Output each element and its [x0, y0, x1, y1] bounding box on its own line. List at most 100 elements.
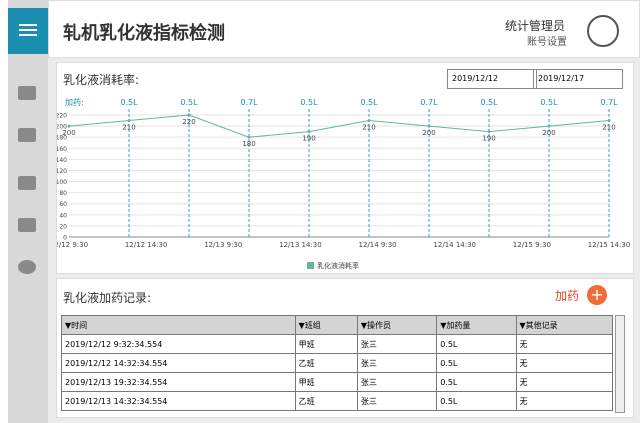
y-tick-label: 160 [57, 146, 67, 153]
dosing-amount: 0.5L [540, 98, 558, 107]
cell: 张三 [356, 391, 438, 411]
records-table-wrap: ▼时间 ▼班组 ▼操作员 ▼加药量 ▼其他记录 2019/12/12 9:32:34.55… [61, 315, 614, 411]
cell: 0.5L [436, 334, 517, 354]
value-label: 200 [542, 129, 555, 137]
value-label: 220 [182, 118, 195, 126]
y-tick-label: 100 [57, 179, 67, 186]
cell: 2019/12/12 9:32:34.554 [61, 334, 296, 354]
user-name: 统计管理员 [505, 19, 566, 33]
cell: 乙班 [294, 391, 358, 411]
dosing-amount: 0.5L [300, 98, 318, 107]
column-header: ▼加药量 [436, 315, 517, 335]
records-panel: 乳化液加药记录: 加药 + ▼时间 ▼班组 ▼操作员 ▼加药量 ▼其他记录 2019/12… [56, 278, 634, 418]
cell: 0.5L [436, 353, 517, 373]
cell: 无 [515, 391, 614, 411]
legend-swatch [307, 262, 314, 269]
cell: 2019/12/13 14:32:34.554 [61, 391, 296, 411]
point [487, 130, 491, 134]
x-tick-label: 12/13 9:30 [204, 241, 242, 249]
y-tick-label: 140 [57, 157, 67, 164]
point [67, 124, 71, 128]
dosing-amount: 0.7L [600, 98, 618, 107]
page-title: 轧机乳化液指标检测 [63, 23, 225, 44]
dosing-amount: 0.5L [360, 98, 378, 107]
cell: 无 [515, 372, 614, 392]
cell: 无 [515, 334, 614, 354]
point [247, 135, 251, 139]
record-row: 2019/12/13 19:32:34.554 甲班 张三 0.5L 无 [61, 372, 614, 392]
menu-button[interactable] [8, 8, 48, 54]
x-tick-label: 12/12 9:30 [57, 241, 88, 249]
y-tick-label: 40 [59, 212, 67, 219]
chart-panel: 乳化液消耗率: 2019/12/12 2019/12/17 0 20 40 60 80 1… [56, 62, 634, 274]
header-row: ▼时间 ▼班组 ▼操作员 ▼加药量 ▼其他记录 [61, 315, 614, 335]
point [307, 130, 311, 134]
account-link[interactable]: 账号设置 [527, 37, 567, 48]
record-row: 2019/12/12 9:32:34.554 甲班 张三 0.5L 无 [61, 334, 614, 354]
dosing-amount: 0.5L [480, 98, 498, 107]
value-label: 210 [362, 124, 375, 132]
cell: 甲班 [294, 372, 358, 392]
x-tick-label: 12/13 14:30 [279, 241, 322, 249]
dosing-amount: 0.7L [240, 98, 258, 107]
point [127, 119, 131, 123]
series-line [68, 114, 610, 138]
y-tick-label: 0 [63, 235, 67, 242]
records-title: 乳化液加药记录: [63, 291, 152, 305]
column-header: ▼班组 [294, 315, 358, 335]
y-tick-label: 220 [57, 113, 67, 120]
records-table: ▼时间 ▼班组 ▼操作员 ▼加药量 ▼其他记录 2019/12/12 9:32:34.55… [61, 315, 614, 411]
nav-calendar[interactable] [18, 128, 36, 142]
start-date[interactable]: 2019/12/12 [447, 69, 537, 89]
nav-wifi[interactable] [18, 218, 36, 232]
dosing-amount: 0.5L [120, 98, 138, 107]
y-tick-label: 20 [59, 223, 67, 230]
nav-chart[interactable] [18, 86, 36, 100]
avatar[interactable] [587, 15, 619, 47]
record-row: 2019/12/12 14:32:34.554 乙班 张三 0.5L 无 [61, 353, 614, 373]
y-tick-label: 180 [57, 135, 67, 142]
y-tick-label: 120 [57, 168, 67, 175]
cell: 张三 [356, 353, 438, 373]
nav-image[interactable] [18, 176, 36, 190]
nav-settings[interactable] [18, 260, 36, 274]
cell: 乙班 [294, 353, 358, 373]
x-tick-label: 12/14 14:30 [433, 241, 476, 249]
x-tick-label: 12/15 14:30 [588, 241, 631, 249]
end-date[interactable]: 2019/12/17 [533, 69, 623, 89]
cell: 2019/12/12 14:32:34.554 [61, 353, 296, 373]
y-tick-label: 60 [59, 201, 67, 208]
cell: 无 [515, 353, 614, 373]
point [367, 119, 371, 123]
record-row: 2019/12/13 14:32:34.554 乙班 张三 0.5L 无 [61, 391, 614, 411]
value-label: 180 [242, 140, 255, 148]
value-label: 210 [122, 124, 135, 132]
dosing-amount: 0.7L [420, 98, 438, 107]
scrollbar[interactable] [615, 315, 625, 413]
chart: 02040608010012014016018020022012/12 9:30… [57, 97, 631, 270]
add-label[interactable]: 加药 [555, 289, 580, 303]
point [607, 119, 611, 123]
column-header: ▼其他记录 [515, 315, 614, 335]
value-label: 190 [302, 135, 315, 143]
chart-title: 乳化液消耗率: [63, 73, 140, 87]
header: 轧机乳化液指标检测 统计管理员 账号设置 [48, 0, 640, 58]
x-tick-label: 12/14 9:30 [359, 241, 397, 249]
add-button[interactable]: + [587, 285, 607, 305]
cell: 张三 [356, 334, 438, 354]
point [427, 124, 431, 128]
point [187, 113, 191, 117]
cell: 甲班 [294, 334, 358, 354]
value-label: 190 [482, 135, 495, 143]
sidebar [8, 0, 48, 423]
dosing-label: 加药: [65, 97, 84, 107]
value-label: 200 [62, 129, 75, 137]
dosing-amount: 0.5L [180, 98, 198, 107]
x-tick-label: 12/15 9:30 [513, 241, 551, 249]
value-label: 200 [422, 129, 435, 137]
cell: 0.5L [436, 391, 517, 411]
y-tick-label: 80 [59, 190, 67, 197]
cell: 张三 [356, 372, 438, 392]
cell: 0.5L [436, 372, 517, 392]
